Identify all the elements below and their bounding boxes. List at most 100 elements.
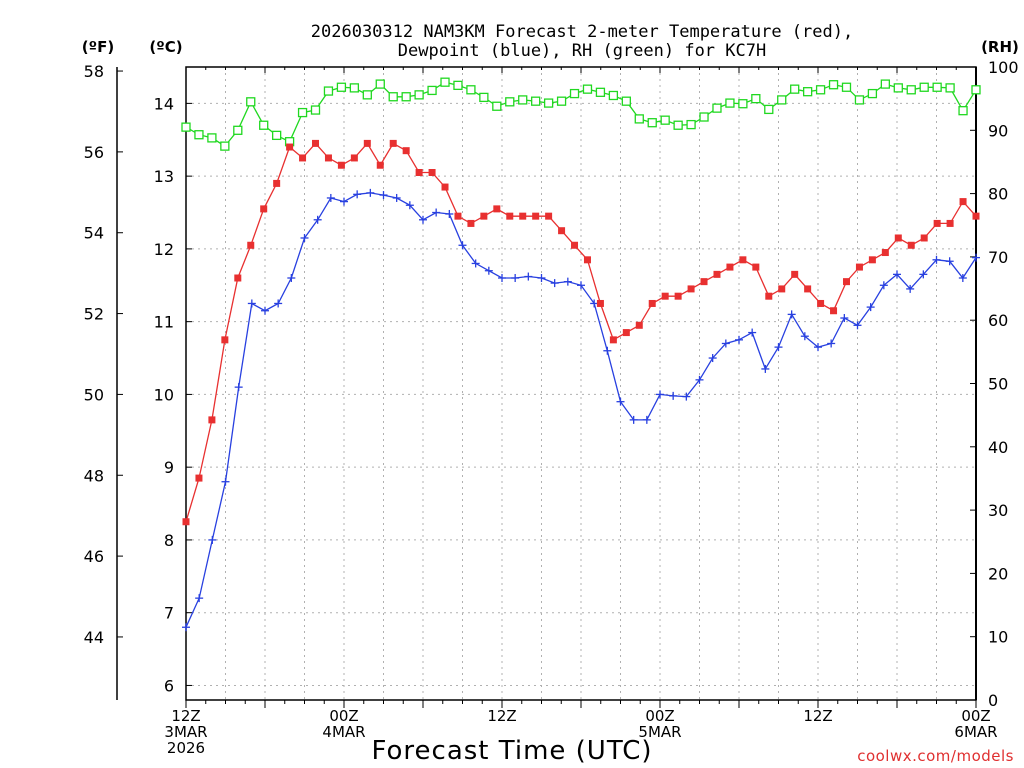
dewpoint-point — [669, 391, 678, 400]
dewpoint-point — [787, 310, 796, 319]
dewpoint-point — [945, 257, 954, 266]
dewpoint-point — [735, 335, 743, 344]
dewpoint-point — [906, 284, 915, 293]
rh-point — [505, 97, 515, 107]
celsius-tick-label: 6 — [164, 676, 174, 695]
rh-point — [880, 79, 890, 89]
rh-point — [492, 101, 502, 111]
temperature-point — [454, 212, 462, 220]
chart-title-line2: Dewpoint (blue), RH (green) for KC7H — [398, 41, 766, 61]
rh-point — [725, 98, 735, 108]
temperature-point — [894, 234, 902, 242]
rh-point — [906, 85, 916, 95]
x-tick-label: 3MAR — [164, 723, 207, 741]
temperature-point — [622, 329, 630, 337]
temperature-point — [571, 241, 579, 249]
temperature-point — [402, 147, 410, 155]
dewpoint-point — [498, 274, 506, 282]
celsius-tick-label: 12 — [154, 240, 174, 259]
dewpoint-point — [577, 281, 585, 290]
fahrenheit-tick-label: 46 — [84, 547, 104, 566]
fahrenheit-tick-label: 48 — [84, 466, 104, 485]
temperature-point — [933, 219, 941, 227]
rh-point — [608, 90, 619, 101]
rh-point — [802, 87, 813, 97]
temperature-point — [920, 234, 928, 242]
fahrenheit-tick-label: 50 — [84, 385, 104, 404]
rh-point — [466, 85, 476, 95]
dewpoint-point — [866, 303, 875, 312]
rh-point — [362, 90, 372, 100]
temperature-point — [506, 212, 514, 220]
dewpoint-series — [182, 188, 980, 632]
fahrenheit-tick-label: 56 — [84, 143, 104, 162]
dewpoint-point — [300, 233, 309, 242]
rh-tick-label: 50 — [988, 375, 1008, 394]
temperature-point — [752, 263, 760, 271]
dewpoint-point — [405, 201, 414, 210]
rh-tick-label: 60 — [988, 311, 1008, 330]
rh-point — [414, 90, 424, 100]
x-tick-label: 5MAR — [638, 723, 681, 741]
temperature-point — [337, 161, 345, 169]
temperature-point — [273, 179, 281, 187]
dewpoint-point — [458, 241, 467, 250]
rh-point — [259, 120, 269, 130]
temperature-point — [830, 307, 838, 315]
x-tick-label: 00Z — [645, 707, 674, 725]
rh-point — [543, 98, 554, 108]
rh-point — [660, 115, 670, 125]
rh-point — [246, 97, 256, 107]
rh-point — [375, 79, 385, 89]
x-tick-label: 00Z — [961, 707, 990, 725]
dewpoint-point — [313, 215, 322, 224]
dewpoint-point — [182, 623, 190, 632]
rh-point — [569, 88, 580, 99]
temperature-point — [739, 256, 747, 264]
temperature-point — [324, 154, 332, 162]
temperature-point — [842, 278, 850, 286]
rh-point — [841, 82, 852, 92]
rh-point — [401, 92, 411, 102]
temperature-point — [519, 212, 527, 220]
rh-axis-unit: (RH) — [981, 38, 1019, 56]
temperature-point — [635, 321, 643, 329]
rh-point — [621, 96, 631, 106]
celsius-axis-unit: (ºC) — [149, 38, 182, 56]
rh-series — [181, 77, 981, 151]
dewpoint-point — [445, 209, 454, 218]
rh-tick-label: 10 — [988, 628, 1008, 647]
x-tick-label: 2026 — [167, 739, 205, 757]
dewpoint-point — [274, 299, 283, 308]
temperature-point — [363, 139, 371, 147]
dewpoint-point — [524, 272, 533, 281]
x-tick-label: 12Z — [171, 707, 200, 725]
rh-point — [828, 80, 839, 90]
x-tick-label: 00Z — [329, 707, 358, 725]
temperature-point — [959, 198, 967, 206]
dewpoint-point — [853, 321, 862, 330]
temperature-point — [441, 183, 449, 191]
dewpoint-point — [603, 346, 612, 355]
rh-point — [595, 87, 606, 97]
temperature-point — [868, 256, 876, 264]
axes — [116, 66, 977, 708]
temperature-point — [299, 154, 307, 162]
rh-point — [971, 85, 981, 95]
rh-point — [582, 84, 593, 94]
dewpoint-point — [827, 339, 836, 348]
dewpoint-point — [682, 392, 691, 401]
rh-point — [647, 118, 657, 128]
dewpoint-point — [537, 274, 546, 282]
temperature-point — [855, 263, 863, 271]
temperature-point — [208, 416, 216, 424]
temperature-point — [907, 241, 915, 249]
dewpoint-point — [392, 193, 401, 202]
rh-point — [233, 125, 243, 135]
temperature-point — [558, 227, 566, 235]
temperature-point — [687, 285, 695, 293]
rh-point — [867, 88, 878, 99]
temperature-point — [596, 299, 604, 307]
temperature-point — [545, 212, 553, 220]
dewpoint-point — [550, 279, 559, 288]
